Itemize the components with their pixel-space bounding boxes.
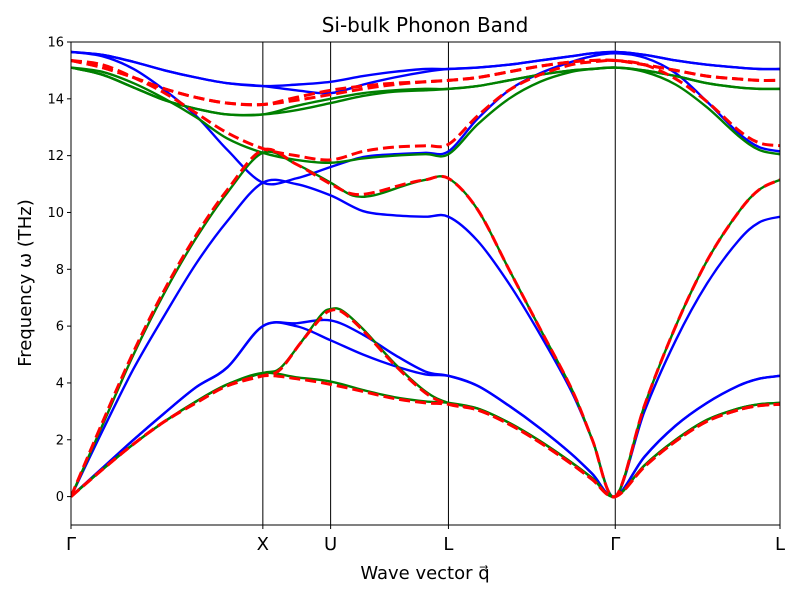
x-tick-label: U bbox=[324, 534, 337, 555]
y-tick-label: 8 bbox=[56, 263, 64, 278]
high-symmetry-lines bbox=[262, 42, 616, 525]
y-tick-label: 0 bbox=[56, 490, 64, 505]
series-1 bbox=[71, 66, 780, 498]
x-tick-label: X bbox=[257, 534, 269, 555]
band-series bbox=[71, 50, 780, 499]
band-line-red-dashed bbox=[71, 147, 780, 499]
y-tick-label: 10 bbox=[47, 206, 64, 221]
x-tick-label: Γ bbox=[66, 534, 76, 555]
y-tick-label: 14 bbox=[47, 92, 64, 107]
x-tick-label: L bbox=[443, 534, 453, 555]
y-tick-label: 16 bbox=[47, 36, 64, 51]
band-line-green bbox=[71, 66, 780, 117]
y-axis-ticks: 0 2 4 6 8 10 12 14 16 bbox=[47, 36, 71, 505]
y-tick-label: 4 bbox=[56, 376, 64, 391]
x-tick-label: L bbox=[775, 534, 785, 555]
y-tick-label: 2 bbox=[56, 433, 64, 448]
series-0 bbox=[71, 50, 780, 498]
y-axis-title: Frequency ω (THz) bbox=[15, 199, 36, 367]
y-tick-label: 6 bbox=[56, 320, 64, 335]
band-line-red-dashed bbox=[71, 308, 780, 499]
band-line-green bbox=[71, 150, 780, 498]
band-line-blue bbox=[71, 318, 780, 498]
x-tick-label: Γ bbox=[610, 534, 620, 555]
band-line-red-dashed bbox=[71, 58, 780, 162]
x-axis-title: Wave vector q⃗ bbox=[360, 563, 489, 584]
band-line-green bbox=[71, 66, 780, 164]
y-tick-label: 12 bbox=[47, 149, 64, 164]
series-2 bbox=[71, 58, 780, 499]
band-line-red-dashed bbox=[71, 58, 780, 107]
band-line-blue bbox=[71, 321, 780, 498]
chart-title: Si-bulk Phonon Band bbox=[322, 13, 529, 37]
band-line-blue bbox=[71, 178, 780, 498]
plot-frame bbox=[70, 41, 781, 526]
band-line-blue bbox=[71, 50, 780, 88]
